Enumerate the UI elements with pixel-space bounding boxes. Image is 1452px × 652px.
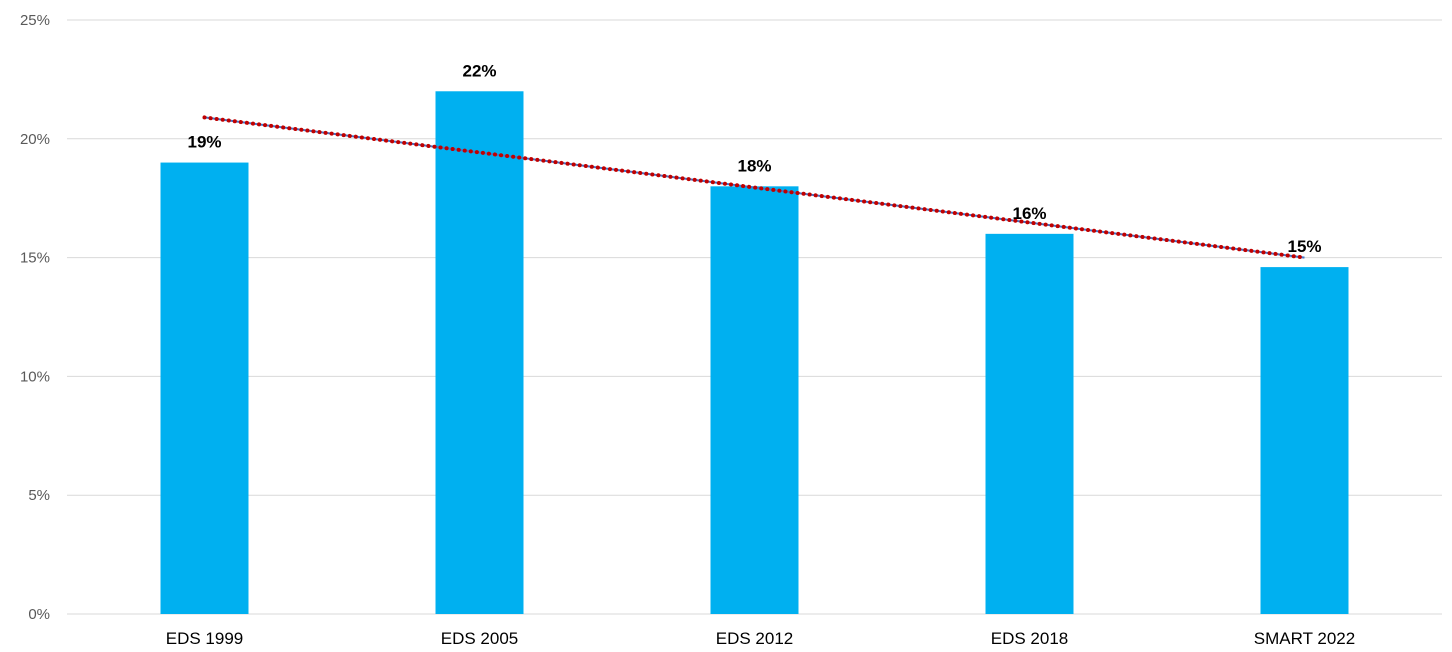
bar [1260,267,1349,614]
y-tick-label: 25% [20,12,50,29]
bar [985,233,1074,614]
y-tick-label: 0% [28,606,50,623]
x-axis-category-labels: EDS 1999 EDS 2005 EDS 2012 EDS 2018 SMART 20… [166,629,1355,648]
bar [435,91,524,614]
trendline-dotted [202,115,1307,260]
data-labels: 19% 22% 18% 16% 15% [187,61,1321,256]
x-category-label: EDS 2005 [441,629,519,648]
x-category-label: EDS 2012 [716,629,794,648]
y-tick-label: 20% [20,131,50,148]
y-tick-label: 5% [28,487,50,504]
trendline [202,115,1307,260]
y-tick-label: 15% [20,250,50,267]
bar [160,162,249,614]
y-axis-tick-labels: 0% 5% 10% 15% 20% 25% [20,12,50,623]
data-label: 19% [187,133,221,152]
data-label: 18% [737,156,771,175]
bars [160,91,1349,614]
x-category-label: SMART 2022 [1254,629,1355,648]
y-tick-label: 10% [20,368,50,385]
x-category-label: EDS 2018 [991,629,1069,648]
x-category-label: EDS 1999 [166,629,244,648]
data-label: 16% [1012,204,1046,223]
data-label: 22% [462,61,496,80]
data-label: 15% [1287,237,1321,256]
bar [710,186,799,614]
